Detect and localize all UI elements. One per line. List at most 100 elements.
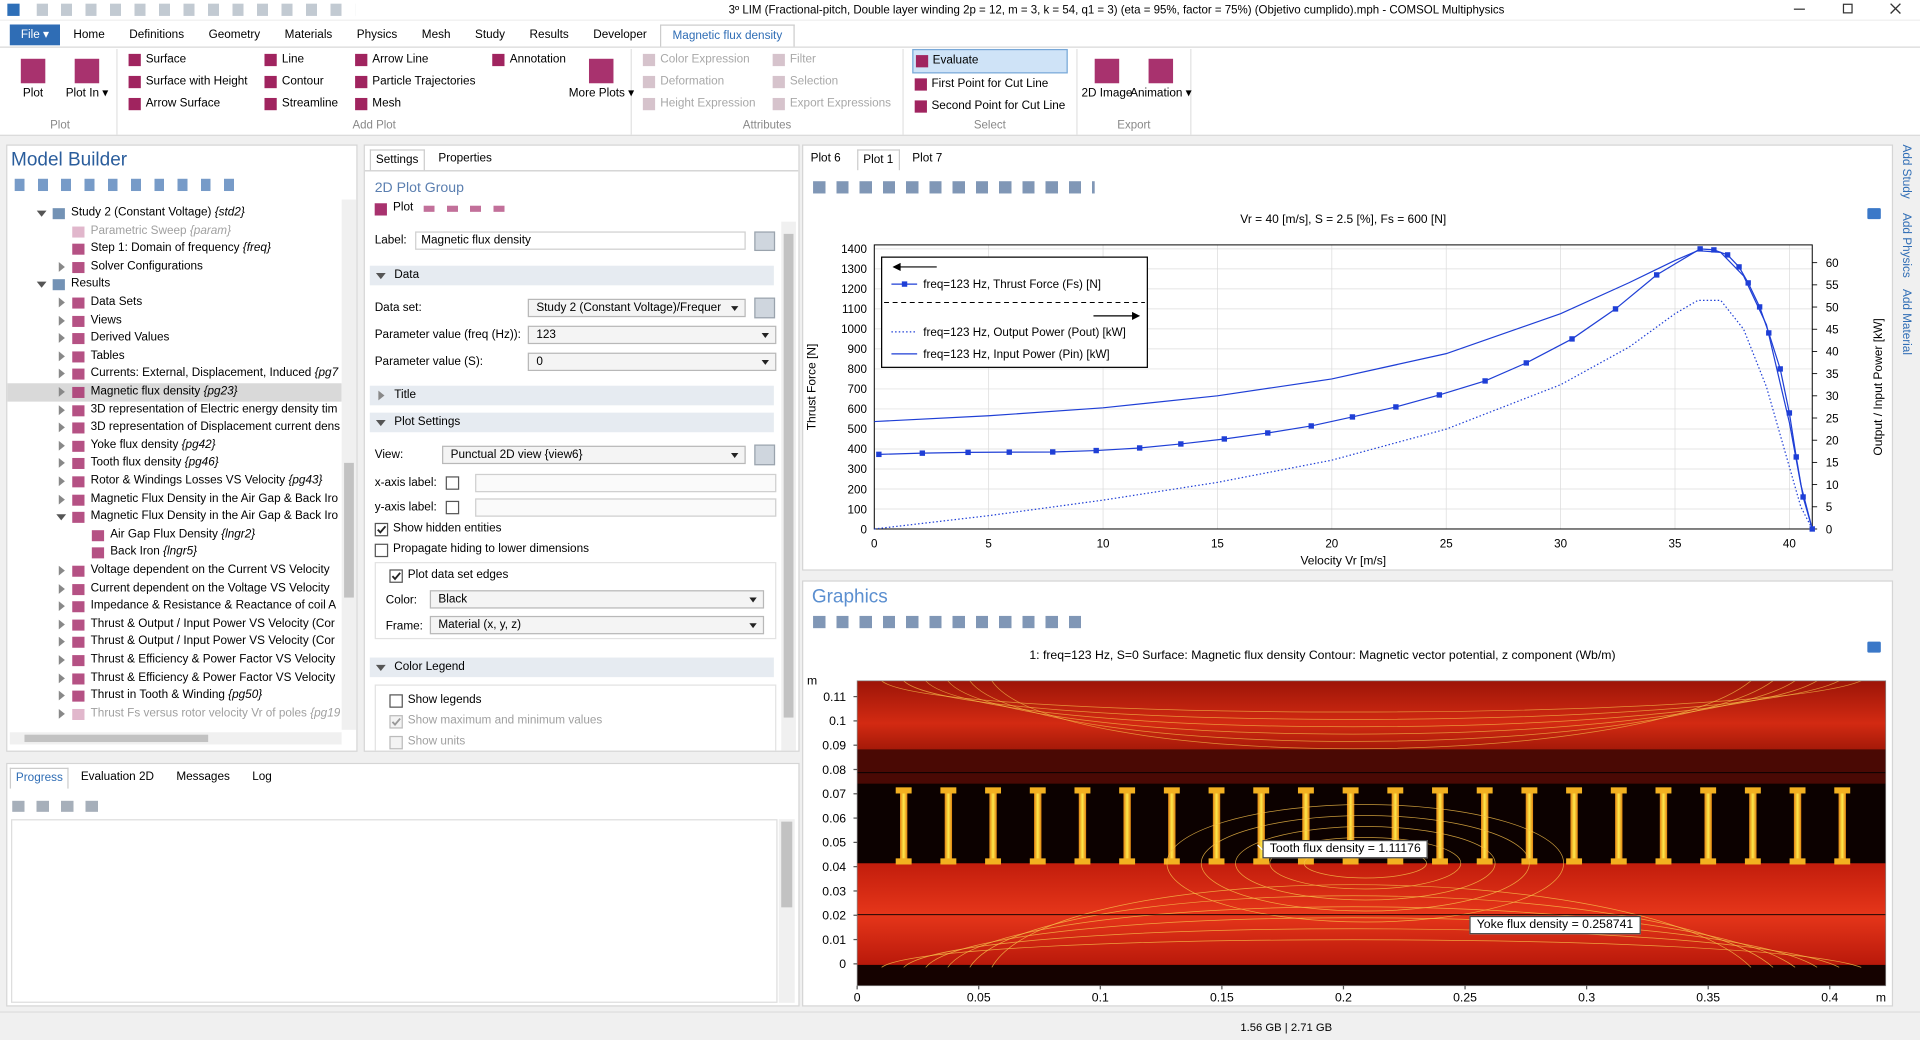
pane-tab[interactable]: Plot 6	[810, 151, 841, 166]
tree-row[interactable]: Magnetic Flux Density in the Air Gap & B…	[7, 508, 341, 526]
tree-row[interactable]: Magnetic Flux Density in the Air Gap & B…	[7, 491, 341, 509]
ribbon-tab[interactable]: File ▾	[9, 24, 60, 46]
pane-tab[interactable]: Evaluation 2D	[80, 770, 154, 784]
section-color-legend[interactable]: Color Legend	[369, 657, 774, 678]
large-button[interactable]: More Plots ▾	[569, 49, 634, 118]
tree-row[interactable]: Study 2 (Constant Voltage) {std2}	[7, 204, 341, 222]
large-button[interactable]: 2D Image	[1082, 49, 1132, 118]
tree-row[interactable]: Derived Values	[7, 330, 341, 348]
ribbon-tab[interactable]: Mesh	[421, 28, 451, 42]
ribbon-tab[interactable]: Physics	[356, 28, 398, 42]
checkbox[interactable]	[389, 694, 403, 708]
tree-row[interactable]: Voltage dependent on the Current VS Velo…	[7, 562, 341, 580]
tree-row[interactable]: Views	[7, 312, 341, 330]
small-button[interactable]: Evaluate	[911, 48, 1068, 74]
frame-combo[interactable]: Material (x, y, z)	[429, 615, 765, 635]
tree-row[interactable]: Air Gap Flux Density {lngr2}	[7, 526, 341, 544]
small-button[interactable]: Line	[262, 49, 340, 71]
ribbon-tab[interactable]: Materials	[284, 28, 333, 42]
tree-row[interactable]: Rotor & Windings Losses VS Velocity {pg4…	[7, 473, 341, 491]
ribbon-tab[interactable]: Results	[529, 28, 569, 42]
close-button[interactable]	[1889, 2, 1901, 14]
tree-row[interactable]: Tooth flux density {pg46}	[7, 455, 341, 473]
tree-row[interactable]: Magnetic flux density {pg23}	[7, 383, 342, 402]
section-data[interactable]: Data	[369, 265, 774, 286]
small-button[interactable]: Streamline	[262, 93, 340, 115]
checkbox[interactable]	[389, 569, 403, 583]
small-button[interactable]: Surface	[126, 49, 250, 71]
checkbox[interactable]	[374, 543, 389, 558]
dataset-button[interactable]	[754, 297, 776, 319]
tree-row[interactable]: Thrust & Output / Input Power VS Velocit…	[7, 616, 341, 634]
nav-arrows[interactable]	[423, 205, 510, 212]
plot-icon[interactable]	[374, 203, 387, 216]
small-button[interactable]: Contour	[262, 71, 340, 93]
tree-row[interactable]: Impedance & Resistance & Reactance of co…	[7, 598, 341, 616]
scrollbar[interactable]	[341, 199, 357, 730]
ribbon-tab[interactable]: Developer	[593, 28, 647, 42]
ribbon-tab[interactable]: Study	[475, 28, 506, 42]
plot-button[interactable]: Plot	[393, 200, 414, 215]
tree-row[interactable]: Solver Configurations	[7, 258, 341, 276]
tree-row[interactable]: Parametric Sweep {param}	[7, 222, 341, 240]
freq-combo[interactable]: 123	[527, 325, 777, 345]
message-toolbar[interactable]	[12, 800, 105, 812]
large-button[interactable]: Plot	[12, 49, 54, 118]
checkbox[interactable]	[445, 500, 460, 515]
tree-row[interactable]: Current dependent on the Voltage VS Velo…	[7, 580, 341, 598]
settings-tab[interactable]: Settings	[369, 149, 425, 171]
small-button[interactable]: Second Point for Cut Line	[912, 96, 1068, 118]
label-input[interactable]: Magnetic flux density	[415, 231, 746, 250]
large-button[interactable]: Animation ▾	[1130, 49, 1192, 118]
section-title-collapsed[interactable]: Title	[369, 385, 774, 406]
large-button[interactable]: Plot In ▾	[66, 49, 108, 118]
side-tab[interactable]: Add Physics	[1899, 213, 1913, 278]
section-plot-settings[interactable]: Plot Settings	[369, 412, 774, 433]
tree-row[interactable]: Step 1: Domain of frequency {freq}	[7, 240, 341, 258]
tree-row[interactable]: Thrust & Efficiency & Power Factor VS Ve…	[7, 669, 341, 687]
graphics-toolbar[interactable]	[813, 615, 1089, 629]
small-button[interactable]: Surface with Height	[126, 71, 250, 93]
label-button[interactable]	[754, 231, 776, 252]
tree-row[interactable]: Results	[7, 276, 341, 294]
side-tab[interactable]: Add Study	[1899, 144, 1913, 199]
view-combo[interactable]: Punctual 2D view {view6}	[442, 445, 746, 465]
tree-row[interactable]: Thrust & Output / Input Power VS Velocit…	[7, 634, 341, 652]
tree-row[interactable]: Currents: External, Displacement, Induce…	[7, 365, 341, 383]
pane-tab[interactable]: Plot 1	[857, 149, 900, 171]
small-button[interactable]: Mesh	[353, 93, 478, 115]
small-button[interactable]: Particle Trajectories	[353, 71, 478, 93]
tree-row[interactable]: 3D representation of Displacement curren…	[7, 419, 341, 437]
model-toolbar[interactable]	[14, 178, 236, 192]
quick-access-toolbar[interactable]	[36, 3, 356, 16]
scrollbar[interactable]	[778, 819, 795, 1003]
s-combo[interactable]: 0	[527, 352, 777, 372]
tree-row[interactable]: 3D representation of Electric energy den…	[7, 401, 341, 419]
dataset-combo[interactable]: Study 2 (Constant Voltage)/Frequer	[527, 298, 746, 318]
tree-row[interactable]: Data Sets	[7, 294, 341, 312]
properties-tab[interactable]: Properties	[438, 151, 492, 166]
color-combo[interactable]: Black	[429, 590, 765, 609]
tree-row[interactable]: Thrust Fs versus rotor velocity Vr of po…	[7, 705, 341, 723]
checkbox[interactable]	[374, 522, 389, 537]
pane-tab[interactable]: Progress	[9, 767, 70, 789]
scrollbar[interactable]	[781, 221, 796, 751]
small-button[interactable]: First Point for Cut Line	[912, 73, 1068, 95]
side-tab[interactable]: Add Material	[1899, 288, 1913, 355]
tree-row[interactable]: Yoke flux density {pg42}	[7, 437, 341, 455]
ribbon-tab[interactable]: Geometry	[208, 28, 261, 42]
pane-tab[interactable]: Messages	[176, 770, 230, 784]
small-button[interactable]: Arrow Line	[353, 49, 478, 71]
pane-tab[interactable]: Log	[252, 770, 272, 784]
tree-row[interactable]: Back Iron {lngr5}	[7, 544, 341, 562]
h-scrollbar[interactable]	[9, 732, 342, 745]
minimize-button[interactable]	[1793, 8, 1805, 10]
maximize-button[interactable]	[1842, 3, 1853, 14]
view-button[interactable]	[754, 444, 776, 466]
small-button[interactable]: Annotation	[490, 49, 568, 71]
tree-row[interactable]: Thrust in Tooth & Winding {pg50}	[7, 687, 341, 705]
tree-row[interactable]: Tables	[7, 348, 341, 366]
checkbox[interactable]	[445, 476, 460, 490]
x-label-input[interactable]	[475, 473, 777, 493]
y-label-input[interactable]	[475, 498, 777, 517]
